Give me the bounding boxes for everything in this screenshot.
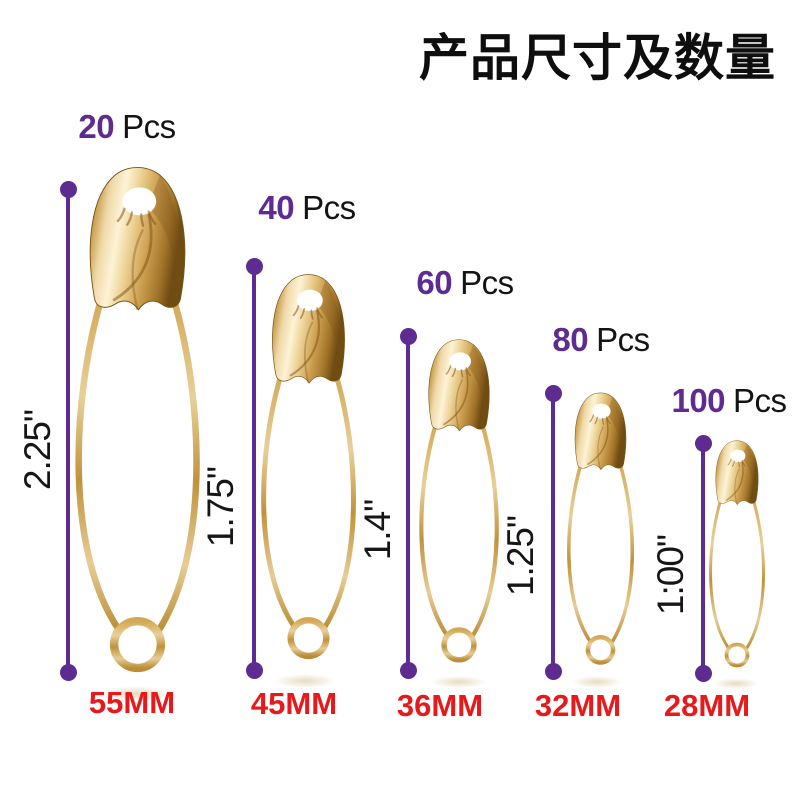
inch-label: 1.25" [500,515,541,597]
qty-label: 100 Pcs [671,382,787,420]
measurement-line [544,385,562,680]
measure-dot-top [694,435,712,452]
qty-number: 80 [552,321,589,358]
qty-label: 80 Pcs [552,321,650,359]
pin-reflection [572,676,622,688]
safety-pin-image [237,269,380,668]
qty-label: 20 Pcs [78,108,176,146]
qty-unit: Pcs [596,321,650,358]
qty-label: 60 Pcs [416,264,514,302]
qty-unit: Pcs [460,264,514,301]
safety-pin-image [399,335,519,670]
qty-unit: Pcs [733,382,787,419]
measure-dot-bottom [59,664,77,681]
measure-dot-top [544,385,562,402]
pin-reflection [100,686,172,702]
mm-label: 55MM [88,685,176,720]
mm-label: 32MM [534,688,622,723]
mm-label: 28MM [663,688,751,723]
inch-label: 1.4" [357,499,398,561]
qty-unit: Pcs [122,108,176,145]
qty-number: 100 [671,382,726,419]
safety-pin-image [44,160,231,684]
inch-label: 1:00" [650,534,691,616]
measure-dot-bottom [544,663,562,680]
measure-dot-bottom [245,662,263,679]
qty-label: 40 Pcs [258,189,356,227]
qty-number: 20 [78,108,115,145]
inch-label: 1.75" [200,466,241,548]
measure-dot-top [245,258,263,275]
pin-reflection [714,678,758,689]
qty-unit: Pcs [302,189,356,226]
measure-dot-top [59,181,77,198]
measurement-line [245,258,263,679]
page-title: 产品尺寸及数量 [419,30,776,86]
qty-number: 40 [258,189,295,226]
measurement-line [399,328,417,679]
mm-label: 36MM [396,688,484,723]
qty-number: 60 [416,264,453,301]
pin-reflection [274,674,336,688]
safety-pin-image [708,438,766,668]
pin-reflection [431,676,487,688]
measure-dot-bottom [694,665,712,682]
measure-dot-bottom [399,662,417,679]
measurement-line [694,435,712,682]
measure-dot-top [399,328,417,345]
safety-pin-image [550,389,651,671]
mm-label: 45MM [250,686,338,721]
measurement-line [59,181,77,681]
